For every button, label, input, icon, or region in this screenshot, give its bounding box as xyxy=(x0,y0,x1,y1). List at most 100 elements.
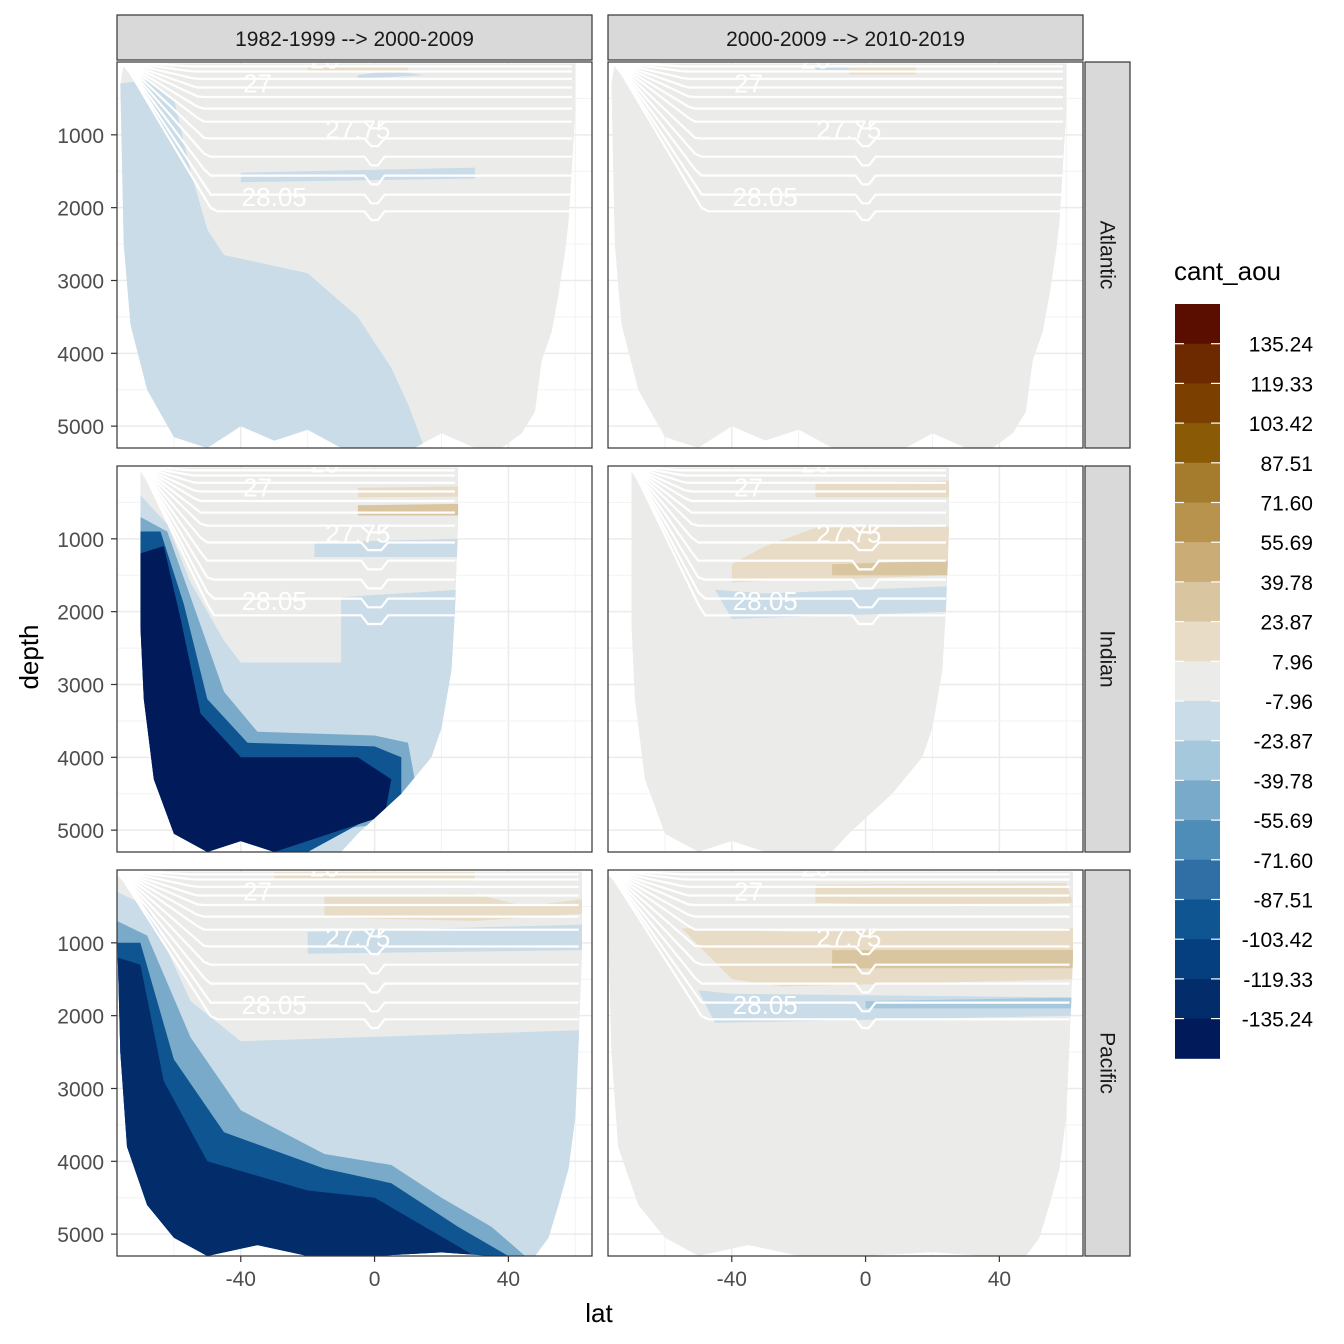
isopycnal-label: 27 xyxy=(734,877,763,907)
isopycnal-label: 27 xyxy=(734,473,763,503)
isopycnal-line xyxy=(608,871,1070,975)
panel-border xyxy=(607,61,1084,449)
legend-label: -119.33 xyxy=(1243,969,1313,992)
panel-atlantic-2: 26 27 27.75 28.05 xyxy=(607,45,1084,449)
legend-label: -23.87 xyxy=(1253,731,1313,754)
isopycnal-line xyxy=(117,871,579,994)
isopycnal-label: 26 xyxy=(310,45,339,75)
isopycnal-contours: 26 27 27.75 28.05 xyxy=(631,449,946,626)
isopycnal-line xyxy=(140,468,455,626)
x-tick-label: -40 xyxy=(717,1268,747,1291)
legend-label: -55.69 xyxy=(1253,810,1313,833)
row-strip-label: Indian xyxy=(1096,630,1119,687)
isopycnal-line xyxy=(631,467,946,534)
y-tick-label: 5000 xyxy=(57,416,104,439)
x-tick-label: 40 xyxy=(988,1268,1011,1291)
column-strip xyxy=(607,14,1084,61)
legend-label: 23.87 xyxy=(1260,612,1313,635)
legend-label: 87.51 xyxy=(1260,453,1313,476)
isopycnal-line xyxy=(140,467,455,571)
isopycnal-label: 27.75 xyxy=(325,114,390,144)
section-fill xyxy=(117,871,582,1256)
y-tick-label: 3000 xyxy=(57,270,104,293)
isopycnal-line xyxy=(631,468,946,609)
isopycnal-line xyxy=(614,63,1063,68)
isopycnal-label: 26 xyxy=(801,45,830,75)
isopycnal-label: 28.05 xyxy=(242,586,307,616)
panel-pacific-2: 26 27 27.75 28.05 xyxy=(607,853,1084,1257)
isopycnal-label: 28.05 xyxy=(733,182,798,212)
panel-border xyxy=(607,869,1084,1257)
isopycnal-label: 27 xyxy=(734,69,763,99)
legend-label: 103.42 xyxy=(1249,413,1313,436)
legend-label: 135.24 xyxy=(1249,334,1314,357)
column-strip-label: 1982-1999 --> 2000-2009 xyxy=(235,28,474,51)
x-tick-label: 0 xyxy=(860,1268,872,1291)
panel-border xyxy=(116,465,593,853)
isopycnal-label: 28.05 xyxy=(733,586,798,616)
column-strip-label: 2000-2009 --> 2010-2019 xyxy=(726,28,965,51)
row-strip xyxy=(1084,869,1131,1257)
legend-swatch xyxy=(1175,304,1220,345)
panel-pacific-1: 26 27 27.75 28.05 xyxy=(116,853,593,1257)
legend-swatch xyxy=(1175,859,1220,900)
row-strip-label: Pacific xyxy=(1096,1032,1119,1094)
section-fill xyxy=(120,63,576,448)
y-tick-label: 4000 xyxy=(57,343,104,366)
isopycnal-line xyxy=(608,872,1070,1030)
anomaly-region xyxy=(832,560,950,576)
y-tick-label: 2000 xyxy=(57,198,104,221)
isopycnal-line xyxy=(614,63,1063,148)
isopycnal-line xyxy=(614,63,1063,130)
y-tick-label: 5000 xyxy=(57,820,104,843)
isopycnal-line xyxy=(140,467,455,514)
panels: 26 27 27.75 28.05 26 27 27.75 28.05 26 27 27.75 28.… xyxy=(116,45,1084,1257)
isopycnal-label: 27 xyxy=(243,877,272,907)
legend-swatch xyxy=(1175,701,1220,742)
isopycnal-line xyxy=(613,64,1063,222)
y-tick-label: 1000 xyxy=(57,125,104,148)
ocean-section xyxy=(611,63,1067,448)
section-fill xyxy=(631,467,950,852)
isopycnal-line xyxy=(608,871,1070,907)
legend-label: 39.78 xyxy=(1260,572,1313,595)
legend-label: -71.60 xyxy=(1253,850,1313,873)
legend-swatch xyxy=(1175,621,1220,662)
isopycnal-label: 27.75 xyxy=(325,922,390,952)
legend-swatch xyxy=(1175,978,1220,1020)
legend-swatch xyxy=(1175,462,1220,503)
isopycnal-line xyxy=(123,63,572,89)
isopycnal-line xyxy=(608,871,1070,938)
isopycnal-label: 27 xyxy=(243,473,272,503)
anomaly-region xyxy=(140,546,392,852)
isopycnal-line xyxy=(123,63,572,148)
isopycnal-label: 27.75 xyxy=(325,518,390,548)
isopycnal-label: 26 xyxy=(310,853,339,883)
anomaly-region xyxy=(324,894,582,921)
isopycnal-line xyxy=(123,63,572,73)
isopycnal-line xyxy=(140,467,455,493)
isopycnal-line xyxy=(631,467,946,514)
anomaly-region xyxy=(815,480,950,498)
isopycnal-line xyxy=(631,467,946,472)
legend-label: -103.42 xyxy=(1242,929,1313,952)
isopycnal-line xyxy=(117,871,579,918)
isopycnal-label: 26 xyxy=(801,853,830,883)
anomaly-region xyxy=(117,957,475,1256)
y-tick-label: 5000 xyxy=(57,1224,104,1247)
isopycnal-line xyxy=(608,871,1070,956)
legend-swatch xyxy=(1175,542,1220,583)
isopycnal-line xyxy=(140,467,455,472)
isopycnal-line xyxy=(123,63,572,80)
isopycnal-line xyxy=(117,871,579,975)
isopycnal-contours: 26 27 27.75 28.05 xyxy=(122,45,572,222)
legend-swatch xyxy=(1175,661,1220,702)
legend-label: 71.60 xyxy=(1260,493,1313,516)
legend-title: cant_aou xyxy=(1174,256,1281,286)
isopycnal-contours: 26 27 27.75 28.05 xyxy=(140,467,455,626)
isopycnal-line xyxy=(140,467,455,590)
isopycnal-line xyxy=(117,871,579,881)
isopycnal-line xyxy=(117,871,579,938)
isopycnal-label: 26 xyxy=(801,449,830,479)
